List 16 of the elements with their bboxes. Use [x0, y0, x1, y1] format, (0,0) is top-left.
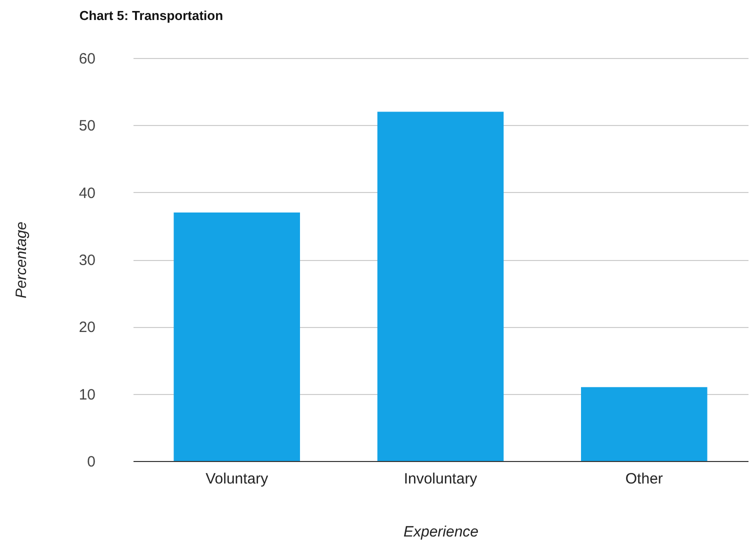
x-axis-title: Experience: [403, 524, 479, 540]
y-tick-label: 40: [78, 184, 96, 202]
y-tick-label: 20: [78, 319, 96, 336]
y-tick-label: 50: [78, 118, 96, 135]
y-tick-label: 60: [78, 50, 96, 68]
x-tick-label: Other: [625, 470, 663, 488]
y-tick-label: 30: [78, 252, 96, 269]
chart-title: Chart 5: Transportation: [79, 8, 224, 23]
bar: [377, 112, 504, 461]
bar: [174, 212, 300, 461]
x-tick-label: Involuntary: [404, 470, 478, 488]
bar: [581, 387, 708, 461]
y-axis-title: Percentage: [12, 222, 30, 298]
x-tick-label: Voluntary: [206, 470, 269, 488]
y-tick-label: 10: [78, 386, 96, 404]
y-tick-label: 0: [87, 454, 96, 470]
